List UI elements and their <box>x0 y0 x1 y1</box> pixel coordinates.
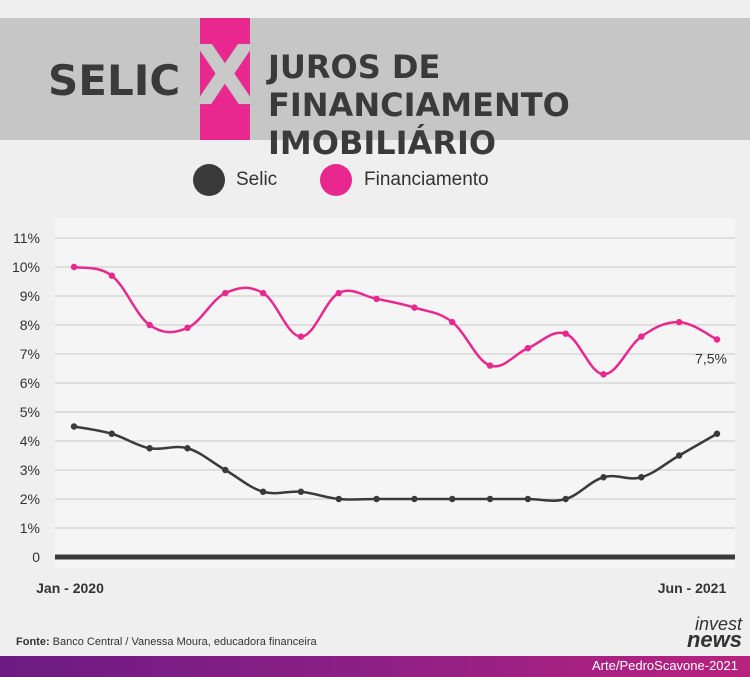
series-line-financiamento <box>73 265 718 376</box>
data-point-selic <box>449 495 456 503</box>
source-note: Fonte: Banco Central / Vanessa Moura, ed… <box>16 636 317 648</box>
brand-logo: invest news <box>686 614 742 652</box>
footer-bar <box>0 656 750 677</box>
y-tick-label: 11% <box>13 230 40 246</box>
data-point-selic <box>108 430 116 437</box>
data-point-financiamento <box>184 324 191 332</box>
y-tick-label: 9% <box>20 288 40 304</box>
data-point-financiamento <box>146 321 153 329</box>
art-credit: Arte/PedroScavone-2021 <box>592 658 738 673</box>
title-banner <box>0 18 750 140</box>
data-point-financiamento <box>335 289 342 297</box>
series-line-selic <box>73 425 718 502</box>
y-tick-label: 0 <box>32 549 40 565</box>
data-point-financiamento <box>297 333 305 340</box>
data-point-financiamento <box>524 345 532 352</box>
legend-selic-dot <box>193 164 225 196</box>
data-point-financiamento <box>486 362 494 369</box>
data-point-financiamento <box>562 330 569 337</box>
data-point-financiamento <box>222 289 229 297</box>
brand-line1: invest <box>694 614 742 634</box>
main-title-line1: JUROS DE FINANCIAMENTO <box>268 48 570 124</box>
data-point-selic <box>713 430 721 437</box>
chart-legend: Selic Financiamento <box>0 164 750 196</box>
source-label: Fonte: <box>16 636 50 648</box>
y-tick-label: 5% <box>20 404 40 420</box>
y-tick-label: 3% <box>20 462 40 478</box>
main-title: JUROS DE FINANCIAMENTO IMOBILIÁRIO <box>268 48 750 162</box>
y-tick-label: 4% <box>20 433 40 449</box>
y-tick-label: 10% <box>12 259 40 275</box>
data-point-selic <box>184 445 191 452</box>
data-point-selic <box>638 474 645 481</box>
data-point-financiamento <box>713 336 721 343</box>
y-tick-label: 7% <box>20 346 40 362</box>
y-tick-label: 2% <box>20 491 40 507</box>
brand-line2: news <box>686 627 742 652</box>
data-point-financiamento <box>449 318 456 326</box>
data-point-selic <box>524 495 532 503</box>
data-point-selic <box>486 495 494 503</box>
data-point-financiamento <box>259 289 267 297</box>
data-point-financiamento <box>600 371 607 378</box>
data-point-financiamento <box>638 333 645 340</box>
data-point-selic <box>70 423 78 430</box>
data-point-selic <box>146 445 153 452</box>
y-tick-label: 1% <box>20 520 40 536</box>
source-text: Banco Central / Vanessa Moura, educadora… <box>49 636 317 648</box>
y-tick-label: 8% <box>20 317 40 333</box>
data-point-selic <box>600 474 607 481</box>
x-letter: X <box>193 29 257 124</box>
legend-financiamento-dot <box>320 164 352 196</box>
x-tick-label-start: Jan - 2020 <box>36 580 104 596</box>
selic-title: SELIC <box>48 56 181 105</box>
data-point-financiamento <box>373 295 380 303</box>
y-tick-label: 6% <box>20 375 40 391</box>
data-point-selic <box>675 452 683 459</box>
data-point-selic <box>259 488 267 495</box>
data-point-financiamento <box>70 263 78 271</box>
data-point-financiamento <box>675 318 683 326</box>
line-chart: 0 1% 2% 3% 4% 5% 6% 7% 8% 9% 10% 11% 7,5% Jan - 2020 J… <box>12 230 735 596</box>
last-value-annotation: 7,5% <box>695 351 727 367</box>
data-point-selic <box>222 466 229 474</box>
legend-financiamento-label: Financiamento <box>364 169 489 190</box>
x-tick-label-end: Jun - 2021 <box>658 580 727 596</box>
main-title-line2: IMOBILIÁRIO <box>268 124 497 162</box>
legend-selic-label: Selic <box>236 169 278 190</box>
data-point-selic <box>373 495 380 503</box>
data-point-selic <box>297 488 305 495</box>
x-accent-bar <box>200 18 250 140</box>
data-point-selic <box>411 495 418 503</box>
data-point-selic <box>562 495 569 503</box>
data-point-financiamento <box>108 272 116 279</box>
data-point-financiamento <box>411 304 418 311</box>
plot-background <box>55 218 735 568</box>
data-point-selic <box>335 495 342 503</box>
